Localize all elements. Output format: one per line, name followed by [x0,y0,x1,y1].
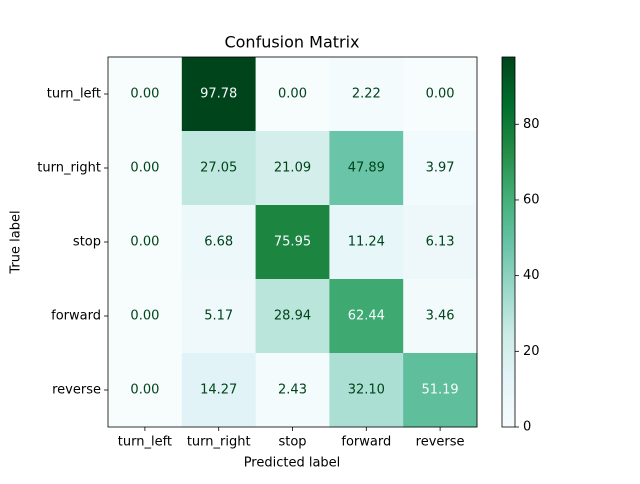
heatmap-cell [403,353,478,428]
cell-label: 28.94 [274,309,311,324]
cell-label: 32.10 [348,383,385,398]
cell-label: 6.68 [204,235,233,250]
colorbar [501,56,516,428]
heatmap-cell [181,205,257,280]
y-tick-label: reverse [52,383,101,398]
y-tick-label: stop [73,235,101,250]
y-axis-label: True label [9,210,24,274]
cell-label: 21.09 [274,161,311,176]
heatmap-cell [329,279,404,354]
heatmap-cell [108,353,183,428]
heatmap-cell [181,353,257,428]
cell-label: 2.43 [278,383,307,398]
cell-label: 0.00 [130,383,159,398]
heatmap-cell [108,205,183,280]
cell-label: 27.05 [200,161,237,176]
cell-label: 0.00 [278,87,307,102]
colorbar-tick-label: 20 [523,344,540,359]
colorbar-tick-label: 60 [523,192,540,207]
chart-title: Confusion Matrix [224,33,359,52]
y-tick-label: turn_left [47,87,101,102]
cell-label: 0.00 [130,309,159,324]
heatmap-cell [403,205,478,280]
colorbar-tick-label: 0 [523,420,531,435]
heatmap-cell [108,279,183,354]
cell-label: 3.46 [426,309,455,324]
cell-label: 47.89 [348,161,385,176]
x-tick-label: turn_left [118,435,172,450]
x-tick-label: turn_right [187,435,251,450]
colorbar-tick-label: 80 [523,117,540,132]
heatmap-cell [329,131,404,206]
y-tick-label: turn_right [37,161,101,176]
cell-label: 0.00 [130,235,159,250]
cell-label: 0.00 [426,87,455,102]
heatmap-cell [255,279,330,354]
heatmap-cell [108,57,183,132]
colorbar-tick-label: 40 [523,268,540,283]
cell-label: 3.97 [426,161,455,176]
heatmap-cell [403,131,478,206]
cell-label: 11.24 [348,235,385,250]
cell-label: 6.13 [426,235,455,250]
heatmap-cell [329,57,404,132]
cell-label: 0.00 [130,161,159,176]
cell-label: 2.22 [352,87,381,102]
cell-label: 14.27 [200,383,237,398]
heatmap-cell [181,131,257,206]
heatmap-cell [329,353,404,428]
x-tick-label: stop [278,435,306,450]
cell-label: 75.95 [274,235,311,250]
x-axis-label: Predicted label [244,456,341,471]
x-tick-label: forward [341,435,391,450]
y-tick-label: forward [51,309,101,324]
cell-label: 5.17 [204,309,233,324]
heatmap-cell [181,57,257,132]
heatmap-cell [255,57,330,132]
heatmap-cell [403,279,478,354]
cell-label: 0.00 [130,87,159,102]
cell-label: 62.44 [348,309,385,324]
heatmap-cell [108,131,183,206]
heatmap-cell [181,279,257,354]
cell-label: 51.19 [421,383,458,398]
heatmap-cell [403,57,478,132]
cell-label: 97.78 [200,87,237,102]
heatmap-cell [255,131,330,206]
heatmap-cell [329,205,404,280]
x-tick-label: reverse [416,435,465,450]
heatmap-cell [255,353,330,428]
heatmap-cell [255,205,330,280]
